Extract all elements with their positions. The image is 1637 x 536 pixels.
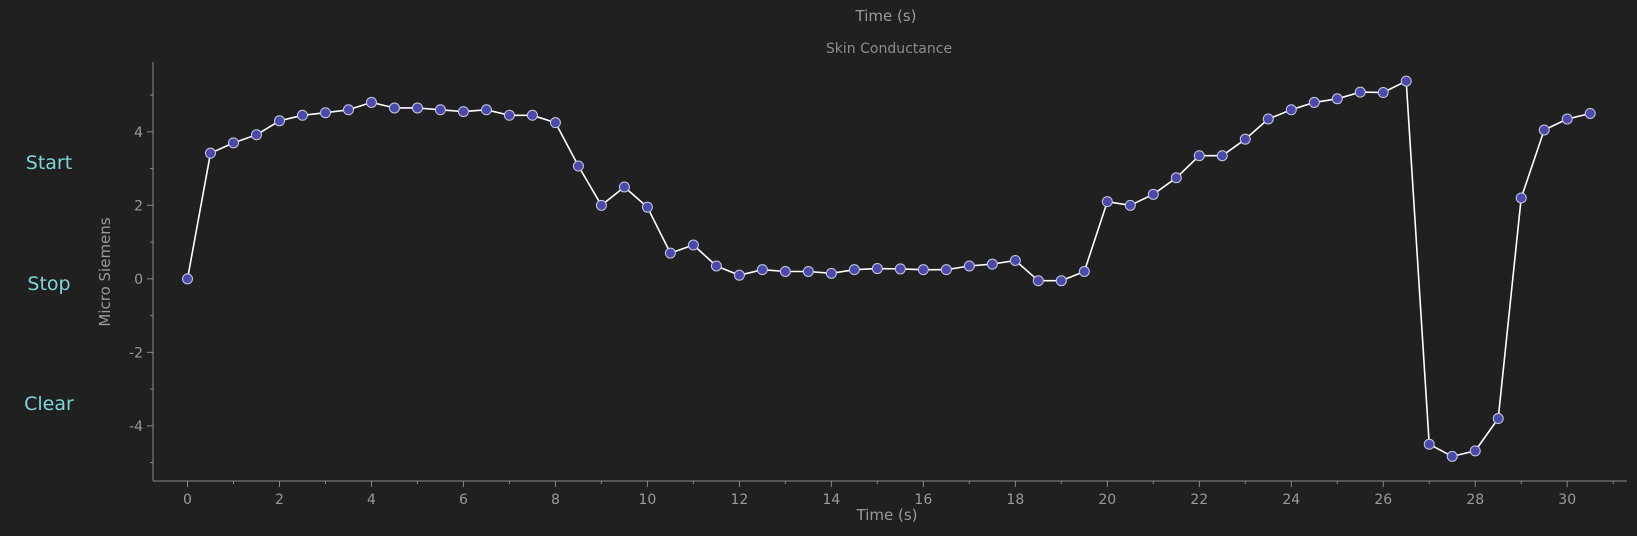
data-point	[365, 96, 377, 108]
clear-button[interactable]: Clear	[24, 393, 74, 415]
y-tick-label: 0	[134, 272, 143, 288]
data-point	[227, 137, 239, 149]
data-point	[1308, 96, 1320, 108]
data-point	[710, 260, 722, 272]
data-point	[1216, 150, 1228, 162]
x-tick-label: 28	[1466, 492, 1484, 508]
data-point	[503, 109, 515, 121]
x-tick-label: 12	[730, 492, 748, 508]
x-axis-label: Time (s)	[856, 506, 918, 524]
data-point	[894, 263, 906, 275]
data-point	[1101, 196, 1113, 208]
x-tick-label: 0	[183, 492, 192, 508]
data-point	[595, 199, 607, 211]
data-point	[802, 266, 814, 277]
data-point	[549, 117, 561, 129]
data-point	[1584, 107, 1596, 119]
data-point	[733, 269, 745, 281]
data-point	[1285, 104, 1297, 116]
y-tick-label: 2	[134, 198, 143, 214]
x-tick-label: 22	[1190, 492, 1208, 508]
data-point	[1331, 93, 1343, 105]
data-point	[411, 102, 423, 114]
x-tick-label: 10	[638, 492, 656, 508]
data-point	[779, 266, 791, 277]
data-point	[319, 107, 331, 119]
data-point	[434, 104, 446, 116]
data-point	[250, 129, 262, 141]
top-axis-label: Time (s)	[855, 7, 917, 25]
data-point	[296, 109, 308, 121]
data-point	[1239, 133, 1251, 145]
series-line	[186, 80, 1591, 458]
y-tick-label: -2	[129, 345, 143, 361]
data-point	[1009, 254, 1021, 266]
stop-button[interactable]: Stop	[27, 273, 71, 295]
y-axis-label: Micro Siemens	[96, 217, 114, 326]
data-point	[1561, 113, 1573, 125]
x-tick-label: 18	[1006, 492, 1024, 508]
data-point	[1377, 87, 1389, 99]
data-point	[572, 160, 584, 172]
data-point	[1055, 275, 1067, 287]
data-point	[1262, 113, 1274, 125]
data-point	[1032, 275, 1044, 287]
x-tick-label: 30	[1558, 492, 1576, 508]
data-point	[963, 260, 975, 272]
x-tick-label: 26	[1374, 492, 1392, 508]
data-point	[1492, 413, 1504, 425]
data-point	[871, 263, 883, 275]
data-point	[825, 267, 837, 279]
data-point	[1446, 450, 1458, 462]
data-point	[1423, 438, 1435, 450]
x-tick-label: 8	[551, 492, 560, 508]
data-point	[1354, 86, 1366, 98]
data-point	[273, 115, 285, 127]
x-tick-label: 4	[367, 492, 376, 508]
plot-area	[181, 75, 1596, 462]
data-point	[641, 201, 653, 213]
x-tick-label: 14	[822, 492, 840, 508]
data-point	[1469, 445, 1481, 457]
data-point	[457, 106, 469, 118]
data-point	[664, 247, 676, 259]
x-tick-label: 20	[1098, 492, 1116, 508]
x-tick-label: 24	[1282, 492, 1300, 508]
data-point	[480, 104, 492, 116]
data-point	[181, 273, 193, 285]
y-tick-label: 4	[134, 125, 143, 141]
data-point	[756, 264, 768, 276]
x-tick-label: 6	[459, 492, 468, 508]
data-point	[1147, 188, 1159, 200]
data-point	[848, 264, 860, 276]
data-point	[204, 147, 216, 159]
data-point	[526, 109, 538, 121]
data-point	[1400, 75, 1412, 87]
start-button[interactable]: Start	[25, 152, 73, 174]
data-point	[388, 102, 400, 114]
chart-title: Skin Conductance	[826, 41, 952, 57]
data-point	[1538, 124, 1550, 136]
data-point	[342, 104, 354, 116]
data-point	[618, 181, 630, 193]
x-tick-label: 16	[914, 492, 932, 508]
data-point	[940, 264, 952, 276]
data-point	[1515, 192, 1527, 204]
data-point	[1193, 150, 1205, 162]
data-point	[1078, 266, 1090, 277]
data-point	[687, 239, 699, 251]
data-point	[1170, 172, 1182, 184]
y-tick-label: -4	[129, 419, 143, 435]
data-point	[1124, 199, 1136, 211]
data-point	[917, 264, 929, 276]
data-point	[986, 258, 998, 270]
x-tick-label: 2	[275, 492, 284, 508]
